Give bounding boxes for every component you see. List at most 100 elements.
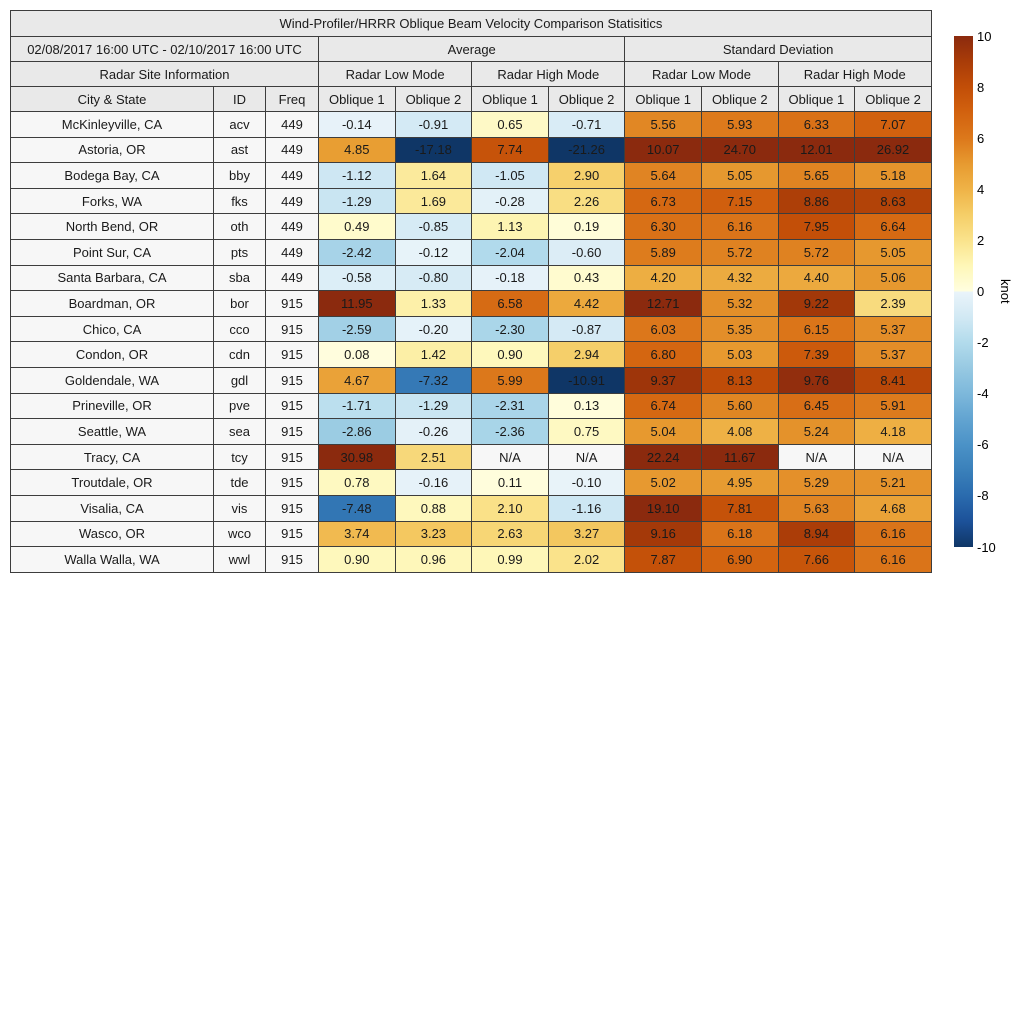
cell-sd_high_ob2: N/A: [854, 443, 932, 471]
cell-avg_low_ob2: -1.29: [394, 392, 473, 420]
cell-city: Bodega Bay, CA: [10, 162, 214, 189]
cell-avg_low_ob1: 0.08: [318, 341, 396, 368]
cell-sd_low_ob2: 4.08: [700, 418, 779, 445]
cell-avg_high_ob1: -2.30: [471, 315, 549, 343]
cell-sd_high_ob2: 8.63: [854, 187, 932, 215]
cell-sd_low_ob2: 11.67: [700, 443, 779, 471]
cell-sd_low_ob1: 19.10: [624, 494, 702, 522]
table-row: Tracy, CA tcy 915 30.98 2.51 N/A N/A 22.24 11.67…: [10, 443, 932, 471]
cell-sd_low_ob1: 5.56: [624, 111, 702, 138]
cell-avg_high_ob1: 1.13: [471, 213, 549, 241]
cell-sd_high_ob1: 5.29: [777, 469, 856, 496]
cell-sd_low_ob2: 24.70: [700, 136, 779, 164]
table-row: North Bend, OR oth 449 0.49 -0.85 1.13 0.19 6.3…: [10, 213, 932, 241]
cell-freq: 915: [265, 494, 319, 522]
cell-avg_low_ob1: 4.67: [318, 366, 396, 394]
cell-sd_low_ob2: 5.03: [700, 341, 779, 368]
cell-avg_high_ob2: -0.10: [547, 469, 626, 496]
cell-sd_high_ob1: 6.15: [777, 315, 856, 343]
cell-avg_low_ob2: 3.23: [394, 520, 473, 548]
cell-sd_low_ob2: 6.18: [700, 520, 779, 548]
colorbar-tick: -4: [977, 386, 989, 402]
cell-sd_high_ob2: 5.05: [854, 239, 932, 266]
cell-avg_low_ob2: 1.42: [394, 341, 473, 368]
group-header-row: 02/08/2017 16:00 UTC - 02/10/2017 16:00 …: [10, 36, 932, 62]
oblique-1-header: Oblique 1: [777, 85, 856, 113]
cell-avg_high_ob1: 0.90: [471, 341, 549, 368]
cell-city: Astoria, OR: [10, 136, 214, 164]
cell-id: fks: [213, 187, 266, 215]
cell-sd_low_ob1: 5.02: [624, 469, 702, 496]
cell-avg_high_ob2: 4.42: [547, 290, 626, 317]
colorbar: 10 8 6 4 2 0 -2 -4 -6 -8 -10 knot: [954, 29, 1013, 555]
cell-avg_low_ob2: -0.91: [394, 111, 473, 138]
cell-avg_high_ob2: 0.13: [547, 392, 626, 420]
cell-sd_high_ob1: 7.39: [777, 341, 856, 368]
colorbar-unit-label: knot: [998, 279, 1013, 304]
cell-city: North Bend, OR: [10, 213, 214, 241]
cell-avg_high_ob1: 0.11: [471, 469, 549, 496]
table-row: Goldendale, WA gdl 915 4.67 -7.32 5.99 -10.91 9…: [10, 366, 932, 394]
colorbar-unit-wrap: knot: [998, 36, 1013, 547]
cell-sd_low_ob1: 9.37: [624, 366, 702, 394]
cell-sd_low_ob1: 6.73: [624, 187, 702, 215]
cell-avg_low_ob1: 11.95: [318, 290, 396, 317]
cell-sd_high_ob1: 5.72: [777, 239, 856, 266]
table-row: Seattle, WA sea 915 -2.86 -0.26 -2.36 0.75 5.04…: [10, 418, 932, 445]
cell-avg_high_ob1: 6.58: [471, 290, 549, 317]
cell-sd_high_ob2: 5.06: [854, 264, 932, 292]
sd-high-mode-header: Radar High Mode: [777, 61, 932, 87]
cell-id: pve: [213, 392, 266, 420]
cell-sd_low_ob1: 6.74: [624, 392, 702, 420]
cell-city: Wasco, OR: [10, 520, 214, 548]
cell-city: Tracy, CA: [10, 443, 214, 471]
table-row: Walla Walla, WA wwl 915 0.90 0.96 0.99 2.02 7.8…: [10, 546, 932, 573]
cell-avg_low_ob1: -2.59: [318, 315, 396, 343]
cell-sd_high_ob2: 2.39: [854, 290, 932, 317]
cell-avg_low_ob1: -0.58: [318, 264, 396, 292]
cell-sd_low_ob1: 6.80: [624, 341, 702, 368]
cell-sd_low_ob2: 7.81: [700, 494, 779, 522]
colorbar-tick: 6: [977, 130, 985, 146]
cell-sd_low_ob2: 8.13: [700, 366, 779, 394]
sd-low-mode-header: Radar Low Mode: [624, 61, 779, 87]
cell-sd_high_ob1: 9.76: [777, 366, 856, 394]
cell-city: Santa Barbara, CA: [10, 264, 214, 292]
cell-id: gdl: [213, 366, 266, 394]
cell-avg_high_ob2: -21.26: [547, 136, 626, 164]
cell-freq: 449: [265, 111, 319, 138]
cell-avg_low_ob1: -7.48: [318, 494, 396, 522]
cell-avg_high_ob1: -0.18: [471, 264, 549, 292]
cell-freq: 915: [265, 341, 319, 368]
cell-sd_high_ob2: 6.64: [854, 213, 932, 241]
cell-avg_high_ob2: 2.26: [547, 187, 626, 215]
colorbar-tick: -2: [977, 335, 989, 351]
cell-city: Prineville, OR: [10, 392, 214, 420]
cell-sd_high_ob2: 8.41: [854, 366, 932, 394]
cell-freq: 915: [265, 418, 319, 445]
cell-sd_high_ob1: 7.66: [777, 546, 856, 573]
cell-avg_low_ob1: 3.74: [318, 520, 396, 548]
cell-avg_low_ob1: -1.71: [318, 392, 396, 420]
cell-sd_high_ob2: 5.91: [854, 392, 932, 420]
cell-sd_low_ob2: 5.93: [700, 111, 779, 138]
cell-id: oth: [213, 213, 266, 241]
cell-avg_low_ob1: 4.85: [318, 136, 396, 164]
cell-id: wwl: [213, 546, 266, 573]
cell-id: sba: [213, 264, 266, 292]
cell-city: Visalia, CA: [10, 494, 214, 522]
cell-id: cco: [213, 315, 266, 343]
cell-sd_high_ob2: 4.18: [854, 418, 932, 445]
table-title: Wind-Profiler/HRRR Oblique Beam Velocity…: [10, 10, 932, 37]
cell-avg_low_ob2: -0.16: [394, 469, 473, 496]
site-info-header: Radar Site Information: [10, 61, 319, 87]
cell-avg_high_ob1: 2.63: [471, 520, 549, 548]
cell-sd_low_ob1: 6.30: [624, 213, 702, 241]
title-row: Wind-Profiler/HRRR Oblique Beam Velocity…: [10, 10, 932, 37]
cell-city: Forks, WA: [10, 187, 214, 215]
cell-id: ast: [213, 136, 266, 164]
cell-avg_high_ob2: N/A: [547, 443, 626, 471]
cell-sd_low_ob2: 4.95: [700, 469, 779, 496]
cell-id: acv: [213, 111, 266, 138]
cell-avg_low_ob2: 0.88: [394, 494, 473, 522]
